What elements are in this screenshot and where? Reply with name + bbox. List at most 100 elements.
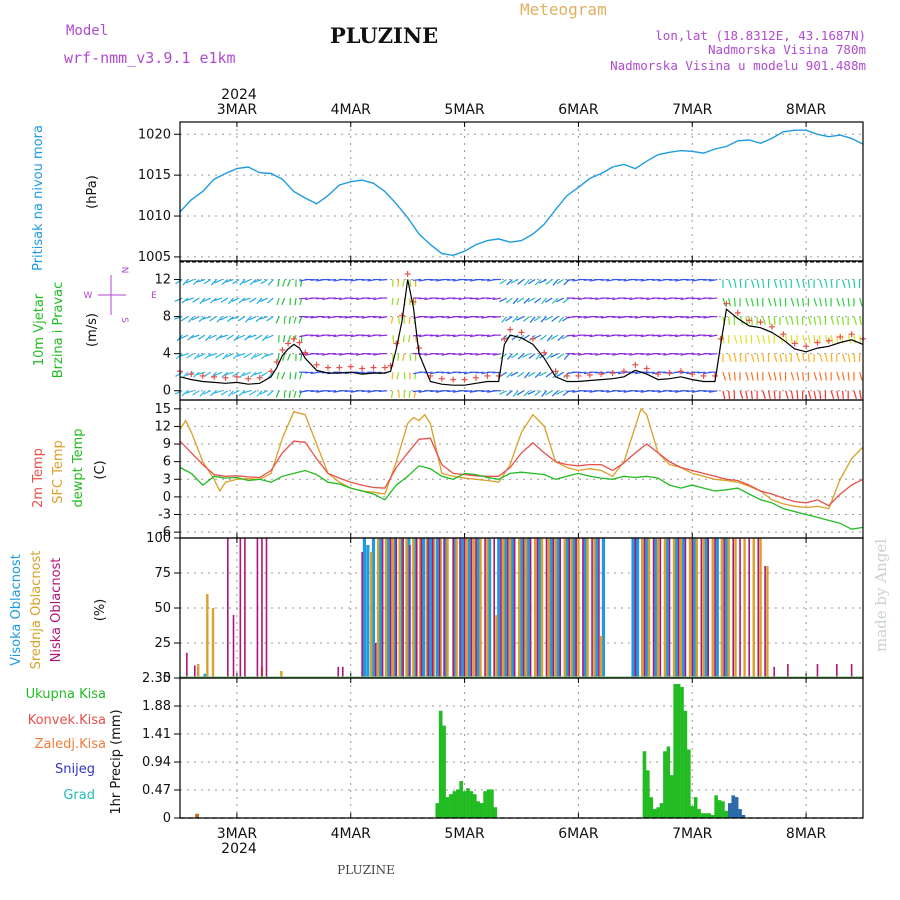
cloud-bar (656, 538, 660, 678)
wind-arrow (192, 371, 200, 378)
precip-bar (717, 800, 722, 818)
date-label-top: 4MAR (331, 102, 372, 118)
wind-arrow (464, 390, 473, 393)
cloud-bar (711, 538, 714, 678)
ytick-label: 15 (154, 402, 171, 417)
wind-arrow (321, 316, 331, 318)
station-title: PLUZINE (330, 23, 438, 48)
wind-arrow (528, 371, 536, 377)
cloud-bar (668, 538, 671, 678)
wind-arrow (512, 297, 519, 305)
panel-clouds: 0 25 50 75 100 (146, 531, 864, 686)
cloud-bar (374, 643, 377, 678)
precip-bar (728, 803, 732, 818)
cloud-bar (486, 538, 489, 678)
wind-arrow (847, 334, 852, 344)
wind-arrow (281, 371, 286, 380)
wind-arrow (492, 297, 502, 301)
cloud-bar (371, 538, 376, 678)
precip-bar (738, 809, 742, 818)
wind-arrow (408, 316, 411, 324)
ytick-label: 0 (163, 490, 171, 505)
wind-arrow (500, 353, 508, 359)
wind-arrow (836, 390, 840, 400)
wind-arrow (572, 353, 581, 356)
altitude-label: Nadmorska Visina 780m (708, 42, 866, 57)
wind-arrow (253, 278, 263, 283)
cloud-title-high: Visoka Oblacnost (9, 554, 24, 666)
wind-arrow (185, 297, 194, 302)
wind-arrow (254, 334, 263, 340)
wind-arrow (802, 372, 805, 381)
wind-arrow (266, 390, 274, 397)
cloud-bar (836, 664, 838, 678)
wind-arrow (796, 297, 800, 307)
wind-arrow (523, 297, 530, 304)
precip-bar (479, 803, 484, 818)
precip-bar (469, 791, 474, 818)
cloud-bar (265, 538, 268, 678)
cloud-bar (526, 538, 530, 678)
wind-arrow (739, 353, 742, 363)
wind-arrow (544, 316, 553, 321)
wind-arrow (481, 334, 490, 337)
wind-arrow (790, 335, 793, 344)
cloud-bar (432, 538, 436, 678)
wind-arrow (327, 278, 337, 281)
cloud-bar (407, 538, 411, 678)
ytick-label: 1010 (138, 209, 171, 224)
wind-arrow (830, 390, 835, 400)
wind-arrow (830, 279, 833, 288)
wind-arrow (847, 353, 851, 363)
wind-unit: (m/s) (85, 313, 100, 347)
grid-temperature (180, 400, 863, 538)
wind-arrow (773, 372, 777, 381)
precip-bar (459, 781, 463, 818)
wind-arrow (244, 334, 251, 341)
cloud-bar (414, 538, 418, 678)
wind-arrow (249, 371, 257, 378)
cloud-bar (707, 538, 709, 678)
cloud-bar (206, 594, 209, 678)
cloud-bar (688, 538, 692, 678)
cloud-bar (470, 538, 473, 678)
wind-arrow (415, 335, 417, 343)
wind-arrow (708, 334, 718, 338)
precip-label-conv: Konvek.Kisa (28, 713, 106, 728)
wind-arrow (807, 335, 811, 344)
wind-arrow (722, 390, 726, 400)
cloud-bar (634, 538, 637, 678)
wind-arrow (600, 278, 610, 281)
wind-arrow (392, 335, 395, 343)
wind-arrow (756, 334, 761, 344)
wind-arrow (378, 316, 388, 319)
compass-n: N (119, 267, 129, 274)
wind-arrow (722, 372, 727, 381)
date-label-bottom: 5MAR (444, 826, 485, 842)
wind-arrow (583, 278, 593, 281)
wind-arrow (819, 390, 822, 400)
wind-arrow (214, 390, 223, 394)
wind-arrow (858, 316, 862, 325)
wind-arrow (527, 390, 536, 395)
wind-arrow (522, 316, 530, 322)
cloud-bar (601, 538, 606, 678)
wind-arrow (640, 353, 650, 356)
wind-arrow (756, 372, 759, 381)
wind-arrow (253, 371, 263, 376)
date-label-bottom: 4MAR (331, 826, 372, 842)
cloud-bar (362, 538, 367, 678)
wind-arrow (533, 334, 542, 340)
wind-arrow (282, 279, 286, 287)
ytick-label: 1020 (138, 127, 171, 142)
wind-arrow (623, 353, 632, 356)
cloud-bar (583, 538, 587, 678)
wind-arrow (841, 297, 845, 307)
cloud-bar (570, 538, 573, 678)
wind-arrow (225, 371, 234, 376)
date-label-bottom: 8MAR (786, 826, 827, 842)
wind-arrow (435, 353, 445, 356)
wind-arrow (199, 297, 206, 305)
wind-arrow (481, 390, 490, 393)
wind-arrow (182, 279, 189, 286)
